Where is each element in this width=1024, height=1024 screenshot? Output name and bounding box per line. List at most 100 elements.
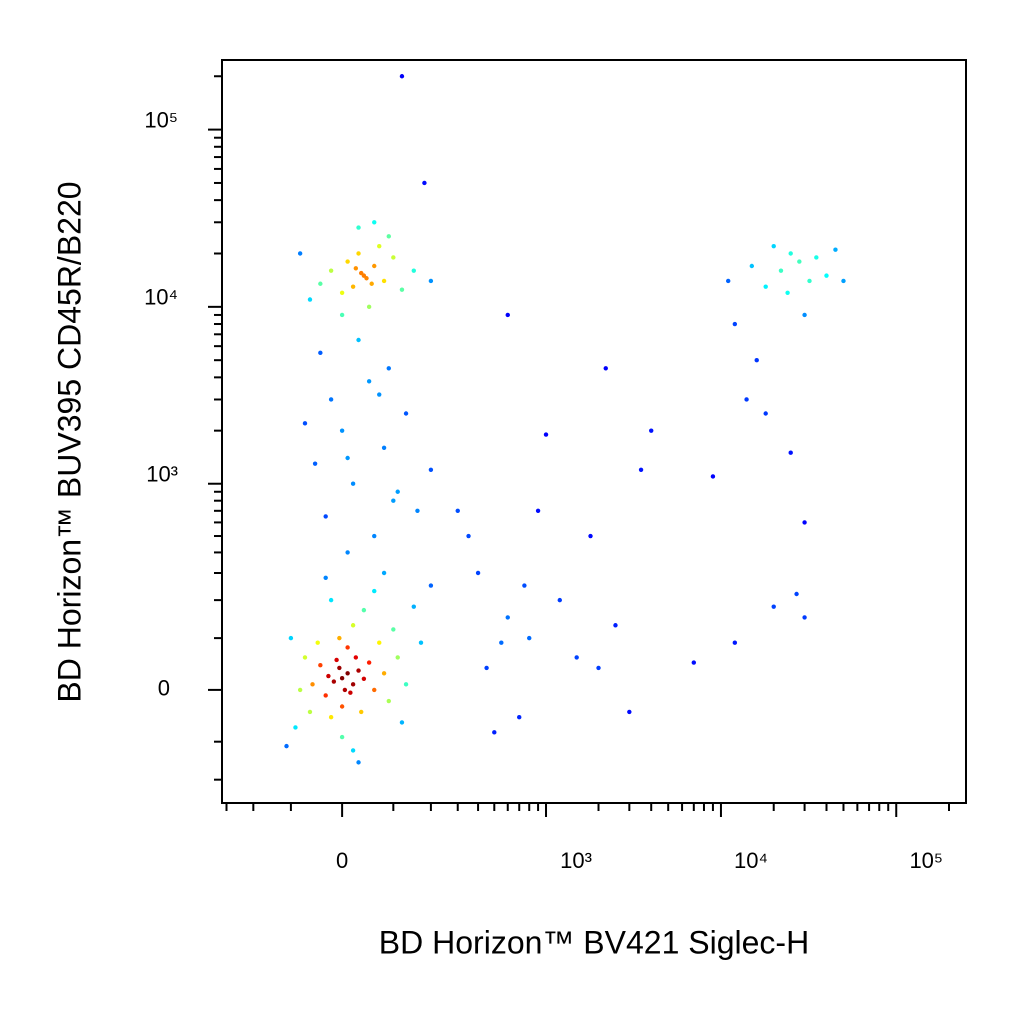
event-point — [315, 640, 320, 645]
event-point — [466, 533, 471, 539]
event-point — [386, 366, 391, 371]
event-point — [356, 251, 361, 256]
event-point — [771, 604, 776, 609]
event-point — [527, 635, 532, 641]
event-point — [399, 720, 405, 725]
event-point — [350, 623, 356, 628]
event-point — [345, 645, 350, 650]
x-tick-label: 10⁵ — [909, 848, 943, 873]
event-point — [372, 687, 377, 693]
event-point — [484, 665, 489, 671]
event-point — [366, 379, 372, 384]
event-point — [785, 290, 790, 296]
event-point — [749, 263, 755, 269]
event-point — [297, 251, 303, 256]
event-point — [372, 533, 377, 539]
event-point — [763, 284, 768, 289]
event-point — [372, 588, 377, 594]
event-point — [377, 392, 382, 397]
event-point — [353, 655, 359, 660]
event-point — [649, 428, 654, 433]
event-point — [377, 640, 382, 645]
event-point — [318, 663, 323, 668]
y-tick-label: 10³ — [146, 462, 178, 487]
event-point — [323, 575, 328, 580]
event-point — [788, 251, 793, 256]
event-point — [339, 676, 345, 681]
event-point — [323, 514, 328, 519]
event-point — [802, 615, 807, 620]
event-point — [391, 255, 396, 260]
event-point — [307, 709, 313, 715]
event-point — [337, 635, 342, 641]
x-tick-label: 10³ — [560, 848, 592, 873]
event-point — [288, 635, 294, 641]
y-tick-label: 10⁵ — [144, 107, 178, 132]
event-point — [557, 597, 562, 603]
event-point — [386, 234, 391, 239]
event-point — [356, 337, 361, 343]
event-point — [399, 287, 405, 292]
event-point — [381, 278, 387, 284]
x-tick-label: 10⁴ — [734, 848, 768, 873]
event-point — [328, 715, 334, 720]
event-point — [350, 284, 356, 289]
event-point — [366, 660, 372, 665]
event-point — [710, 474, 716, 479]
event-point — [771, 243, 776, 249]
event-point — [391, 627, 396, 632]
event-point — [535, 508, 541, 514]
event-point — [499, 640, 504, 645]
event-point — [318, 350, 323, 356]
event-point — [596, 665, 601, 671]
event-point — [318, 281, 323, 286]
event-point — [326, 673, 331, 679]
event-point — [778, 268, 784, 273]
event-point — [339, 312, 345, 318]
event-point — [386, 698, 391, 704]
y-tick-label: 0 — [158, 676, 170, 701]
event-point — [691, 660, 697, 665]
x-tick-label: 0 — [336, 848, 348, 873]
event-point — [428, 278, 434, 284]
event-point — [366, 304, 372, 310]
event-point — [418, 640, 424, 645]
event-point — [312, 461, 318, 466]
event-point — [788, 450, 793, 455]
event-point — [339, 290, 345, 296]
event-point — [505, 615, 510, 620]
event-point — [350, 748, 356, 753]
event-point — [588, 533, 593, 539]
event-point — [754, 357, 759, 363]
event-point — [345, 455, 350, 461]
event-point — [797, 259, 802, 264]
event-point — [356, 225, 361, 230]
event-point — [415, 508, 420, 514]
event-point — [339, 704, 345, 709]
event-point — [395, 489, 400, 494]
y-tick-label: 10⁴ — [144, 285, 178, 310]
event-point — [350, 682, 356, 687]
event-point — [381, 445, 387, 450]
event-point — [574, 655, 579, 660]
event-point — [348, 690, 353, 695]
event-point — [492, 730, 497, 735]
event-point — [323, 693, 328, 698]
event-point — [361, 676, 367, 681]
event-point — [345, 550, 350, 555]
event-point — [403, 411, 409, 416]
event-point — [307, 297, 313, 302]
event-point — [517, 715, 522, 720]
event-point — [732, 640, 738, 645]
event-point — [428, 583, 434, 588]
event-point — [411, 268, 416, 273]
event-point — [350, 481, 356, 486]
event-point — [726, 278, 731, 284]
event-point — [603, 366, 608, 371]
event-point — [814, 255, 819, 260]
y-axis-title: BD Horizon™ BUV395 CD45R/B220 — [51, 181, 87, 702]
event-point — [744, 397, 749, 402]
event-point — [293, 725, 298, 730]
plot-frame — [221, 59, 967, 804]
event-point — [763, 411, 768, 416]
